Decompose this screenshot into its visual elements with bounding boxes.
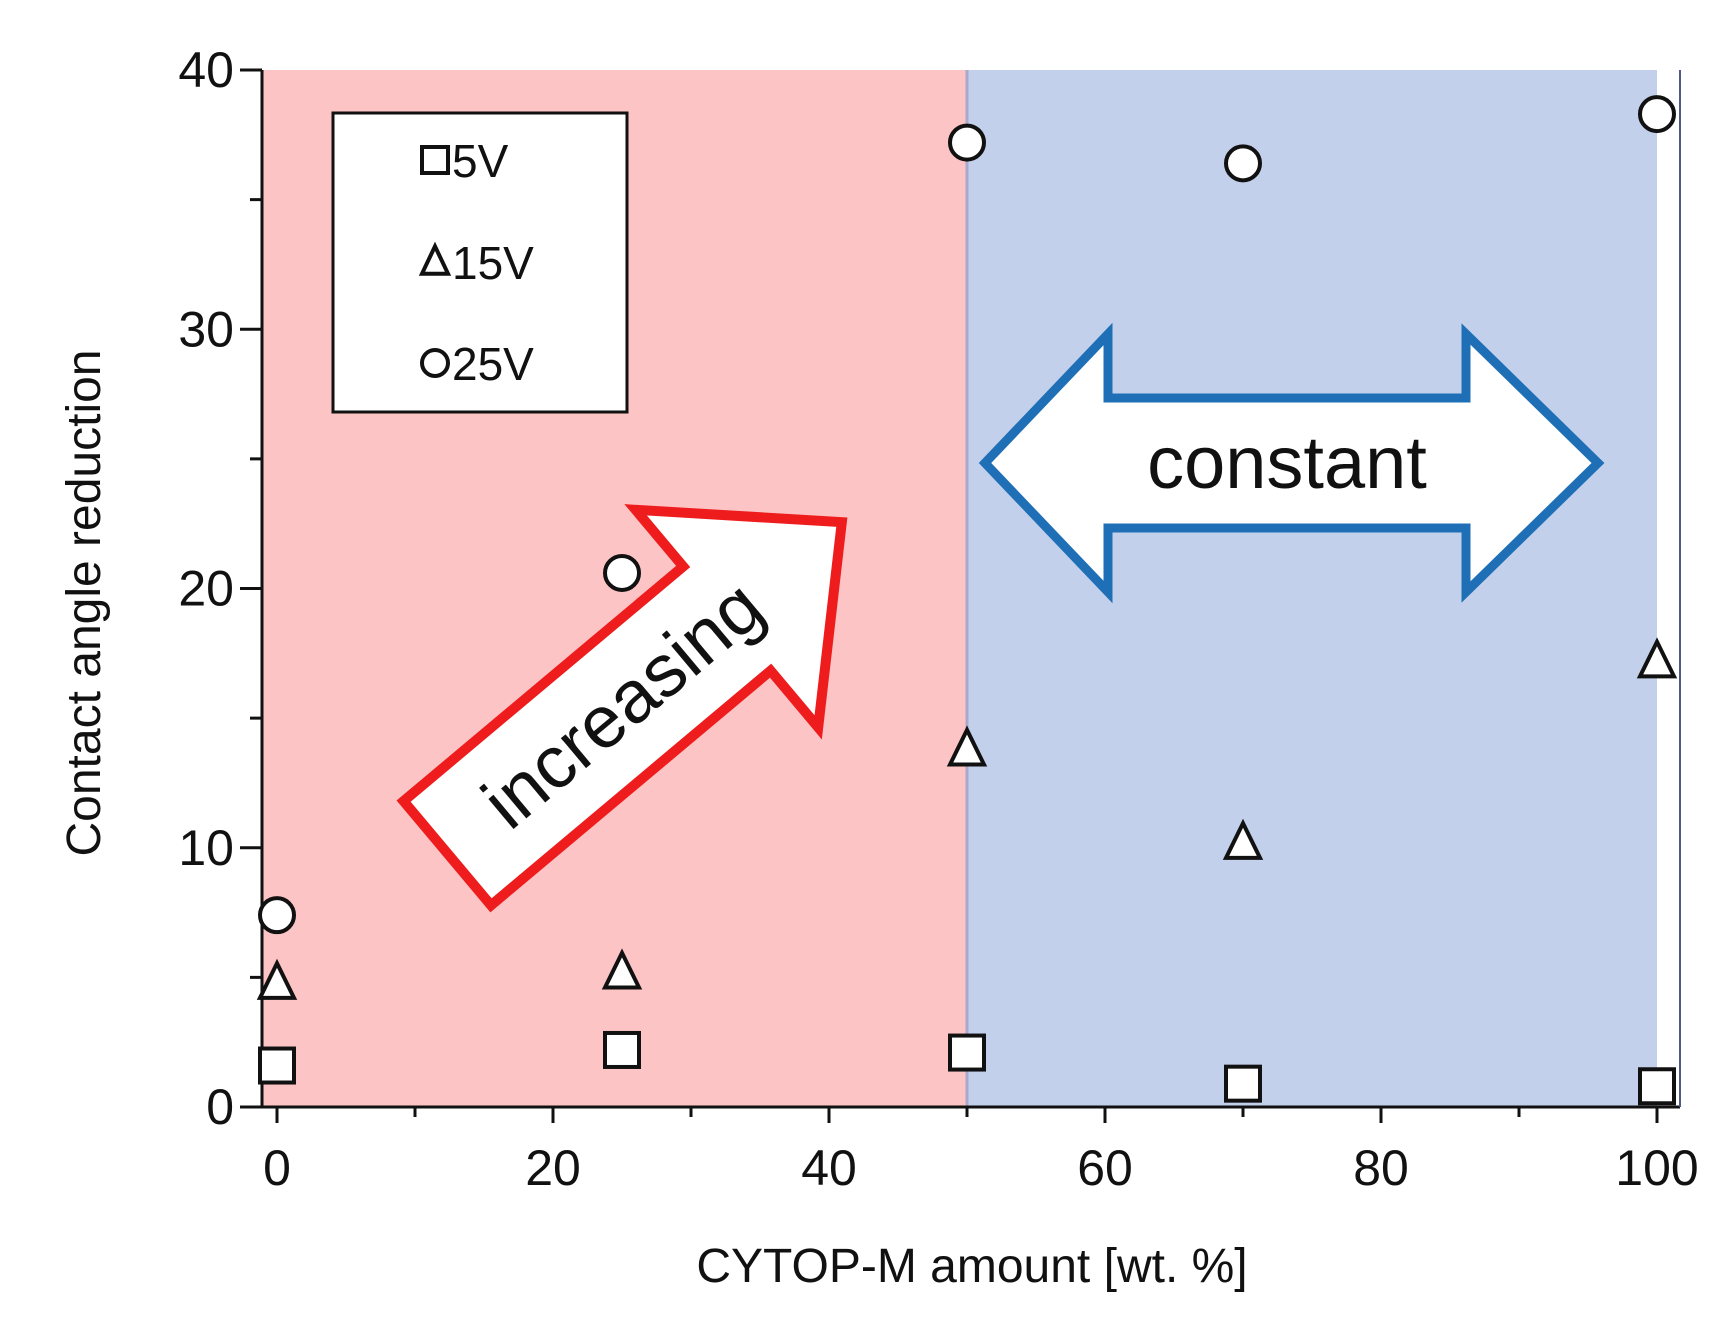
region-1 [967,70,1657,1107]
point-15v-50 [946,725,988,767]
legend-label-5v: 5V [452,135,509,187]
point-15v-25 [601,948,643,990]
x-tick-label: 40 [801,1140,857,1196]
point-25v-70 [1224,144,1262,183]
legend-marker-25v [420,348,450,378]
legend-label-25v: 25V [452,338,534,390]
y-tick-label: 30 [178,301,234,357]
point-5v-100 [1638,1067,1676,1106]
constant-arrow: constant [978,322,1605,604]
annotations: increasing constant [396,322,1605,913]
point-5v-25 [603,1030,641,1069]
x-tick-label: 100 [1615,1140,1698,1196]
y-tick-label: 10 [178,820,234,876]
x-tick-label: 0 [263,1140,291,1196]
y-tick-label: 20 [178,561,234,617]
point-25v-50 [948,123,986,162]
axes: 0 10 20 30 40 0 20 40 60 80 100 [178,42,1698,1196]
y-tick-label: 0 [206,1079,234,1135]
legend: 5V 15V 25V [331,111,629,414]
x-tick-label: 60 [1077,1140,1133,1196]
x-axis-title: CYTOP-M amount [wt. %] [696,1240,1247,1293]
point-15v-100 [1636,637,1678,679]
point-5v-70 [1224,1064,1262,1103]
point-5v-0 [258,1046,296,1085]
point-5v-50 [948,1033,986,1072]
legend-label-15v: 15V [452,237,534,289]
point-25v-0 [258,896,296,935]
point-15v-0 [256,958,298,1000]
legend-marker-5v [420,145,450,175]
y-tick-label: 40 [178,42,234,98]
point-25v-100 [1638,95,1676,134]
increasing-arrow-shape [396,504,848,913]
constant-arrow-shape [978,322,1605,604]
data-marks [256,95,1678,1106]
point-25v-25 [603,553,641,592]
y-axis-title: Contact angle reduction [58,350,111,857]
constant-label: constant [1147,421,1427,504]
x-tick-label: 80 [1353,1140,1409,1196]
legend-box [331,111,629,414]
x-tick-label: 20 [525,1140,581,1196]
legend-marker-15v [418,241,452,276]
point-15v-70 [1222,818,1264,860]
